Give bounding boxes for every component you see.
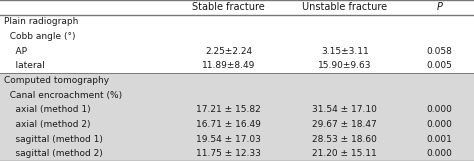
Text: 0.001: 0.001	[427, 135, 453, 144]
Text: Canal encroachment (%): Canal encroachment (%)	[4, 91, 122, 100]
Bar	[0, 29, 474, 44]
Text: Plain radiograph: Plain radiograph	[4, 17, 78, 26]
Bar	[0, 117, 474, 132]
Bar	[0, 132, 474, 146]
Text: axial (method 2): axial (method 2)	[4, 120, 90, 129]
Text: 3.15±3.11: 3.15±3.11	[321, 47, 369, 56]
Text: 11.75 ± 12.33: 11.75 ± 12.33	[196, 149, 261, 158]
Text: 0.058: 0.058	[427, 47, 453, 56]
Text: 2.25±2.24: 2.25±2.24	[205, 47, 252, 56]
Text: 0.005: 0.005	[427, 61, 453, 70]
Text: lateral: lateral	[4, 61, 45, 70]
Text: 16.71 ± 16.49: 16.71 ± 16.49	[196, 120, 261, 129]
Text: axial (method 1): axial (method 1)	[4, 105, 91, 114]
Bar	[0, 59, 474, 73]
Text: Unstable fracture: Unstable fracture	[302, 2, 387, 12]
Text: AP: AP	[4, 47, 27, 56]
Text: 17.21 ± 15.82: 17.21 ± 15.82	[196, 105, 261, 114]
Text: 28.53 ± 18.60: 28.53 ± 18.60	[312, 135, 377, 144]
Text: sagittal (method 1): sagittal (method 1)	[4, 135, 103, 144]
Text: sagittal (method 2): sagittal (method 2)	[4, 149, 102, 158]
Bar	[0, 73, 474, 88]
Text: 19.54 ± 17.03: 19.54 ± 17.03	[196, 135, 261, 144]
Text: Cobb angle (°): Cobb angle (°)	[4, 32, 75, 41]
Bar	[0, 15, 474, 29]
Text: Computed tomography: Computed tomography	[4, 76, 109, 85]
Text: 15.90±9.63: 15.90±9.63	[318, 61, 372, 70]
Text: 31.54 ± 17.10: 31.54 ± 17.10	[312, 105, 377, 114]
Text: 0.000: 0.000	[427, 149, 453, 158]
Text: Stable fracture: Stable fracture	[192, 2, 265, 12]
Text: P: P	[437, 2, 443, 12]
Text: 29.67 ± 18.47: 29.67 ± 18.47	[312, 120, 377, 129]
Text: 0.000: 0.000	[427, 120, 453, 129]
Bar	[0, 102, 474, 117]
Bar	[0, 146, 474, 161]
Text: 11.89±8.49: 11.89±8.49	[202, 61, 255, 70]
Bar	[0, 88, 474, 102]
Text: 21.20 ± 15.11: 21.20 ± 15.11	[312, 149, 377, 158]
Text: 0.000: 0.000	[427, 105, 453, 114]
Bar	[0, 44, 474, 59]
